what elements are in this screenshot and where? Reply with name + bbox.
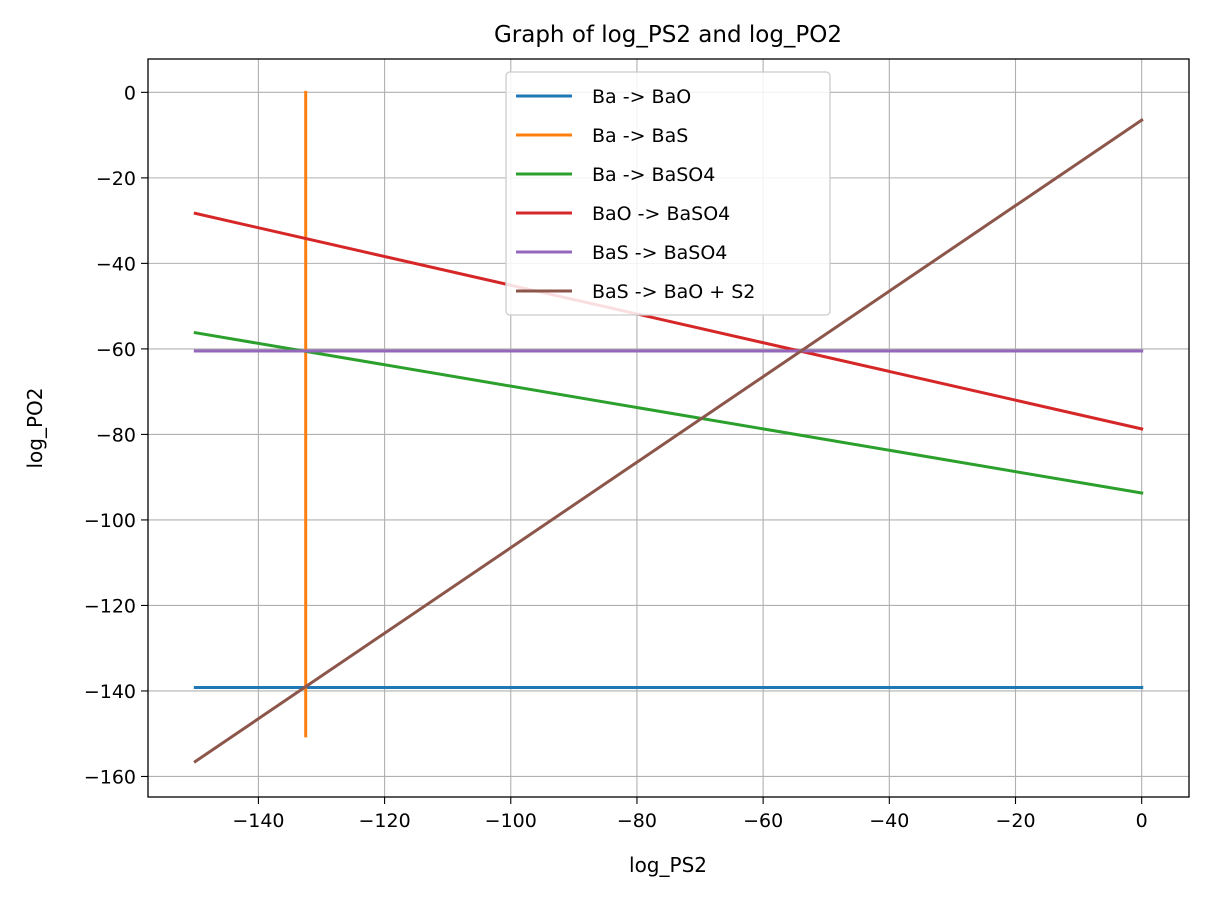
legend-label: BaS -> BaO + S2: [592, 281, 755, 303]
tick-layer: −140 −120 −100 −80 −60 −40 −20 0 0 −20 −40 −60 −80 −1…: [84, 82, 1148, 832]
y-tick-label: −80: [96, 424, 136, 446]
series-line: [193, 211, 1144, 431]
legend-label: BaO -> BaSO4: [592, 203, 730, 225]
y-axis-label: log_PO2: [23, 387, 47, 468]
series-line: [193, 118, 1144, 764]
legend-box: [505, 71, 831, 316]
grid-layer: [148, 59, 1189, 797]
x-tick-label: 0: [1136, 810, 1148, 832]
legend-label: Ba -> BaO: [592, 86, 691, 108]
plot-frame: [147, 58, 1190, 798]
x-tick-label: −20: [995, 810, 1035, 832]
x-tick-label: −120: [358, 810, 410, 832]
y-tick-label: −100: [84, 510, 136, 532]
y-tick-label: −20: [96, 168, 136, 190]
chart-title: Graph of log_PS2 and log_PO2: [494, 22, 842, 48]
x-tick-label: −100: [485, 810, 537, 832]
x-tick-label: −40: [869, 810, 909, 832]
x-tick-label: −140: [232, 810, 284, 832]
legend-label: Ba -> BaS: [592, 125, 688, 147]
x-axis-label: log_PS2: [629, 853, 707, 877]
series-layer: [193, 90, 1144, 764]
series-line: [193, 330, 1144, 495]
x-tick-label: −60: [743, 810, 783, 832]
legend-label: BaS -> BaSO4: [592, 242, 727, 264]
legend: Ba -> BaO Ba -> BaS Ba -> BaSO4 BaO -> BaSO…: [505, 71, 831, 316]
legend-label: Ba -> BaSO4: [592, 164, 715, 186]
y-tick-label: −40: [96, 253, 136, 275]
y-tick-label: −160: [84, 766, 136, 788]
y-tick-label: 0: [124, 82, 136, 104]
y-tick-label: −120: [84, 595, 136, 617]
y-tick-label: −140: [84, 681, 136, 703]
y-tick-label: −60: [96, 339, 136, 361]
x-tick-label: −80: [617, 810, 657, 832]
